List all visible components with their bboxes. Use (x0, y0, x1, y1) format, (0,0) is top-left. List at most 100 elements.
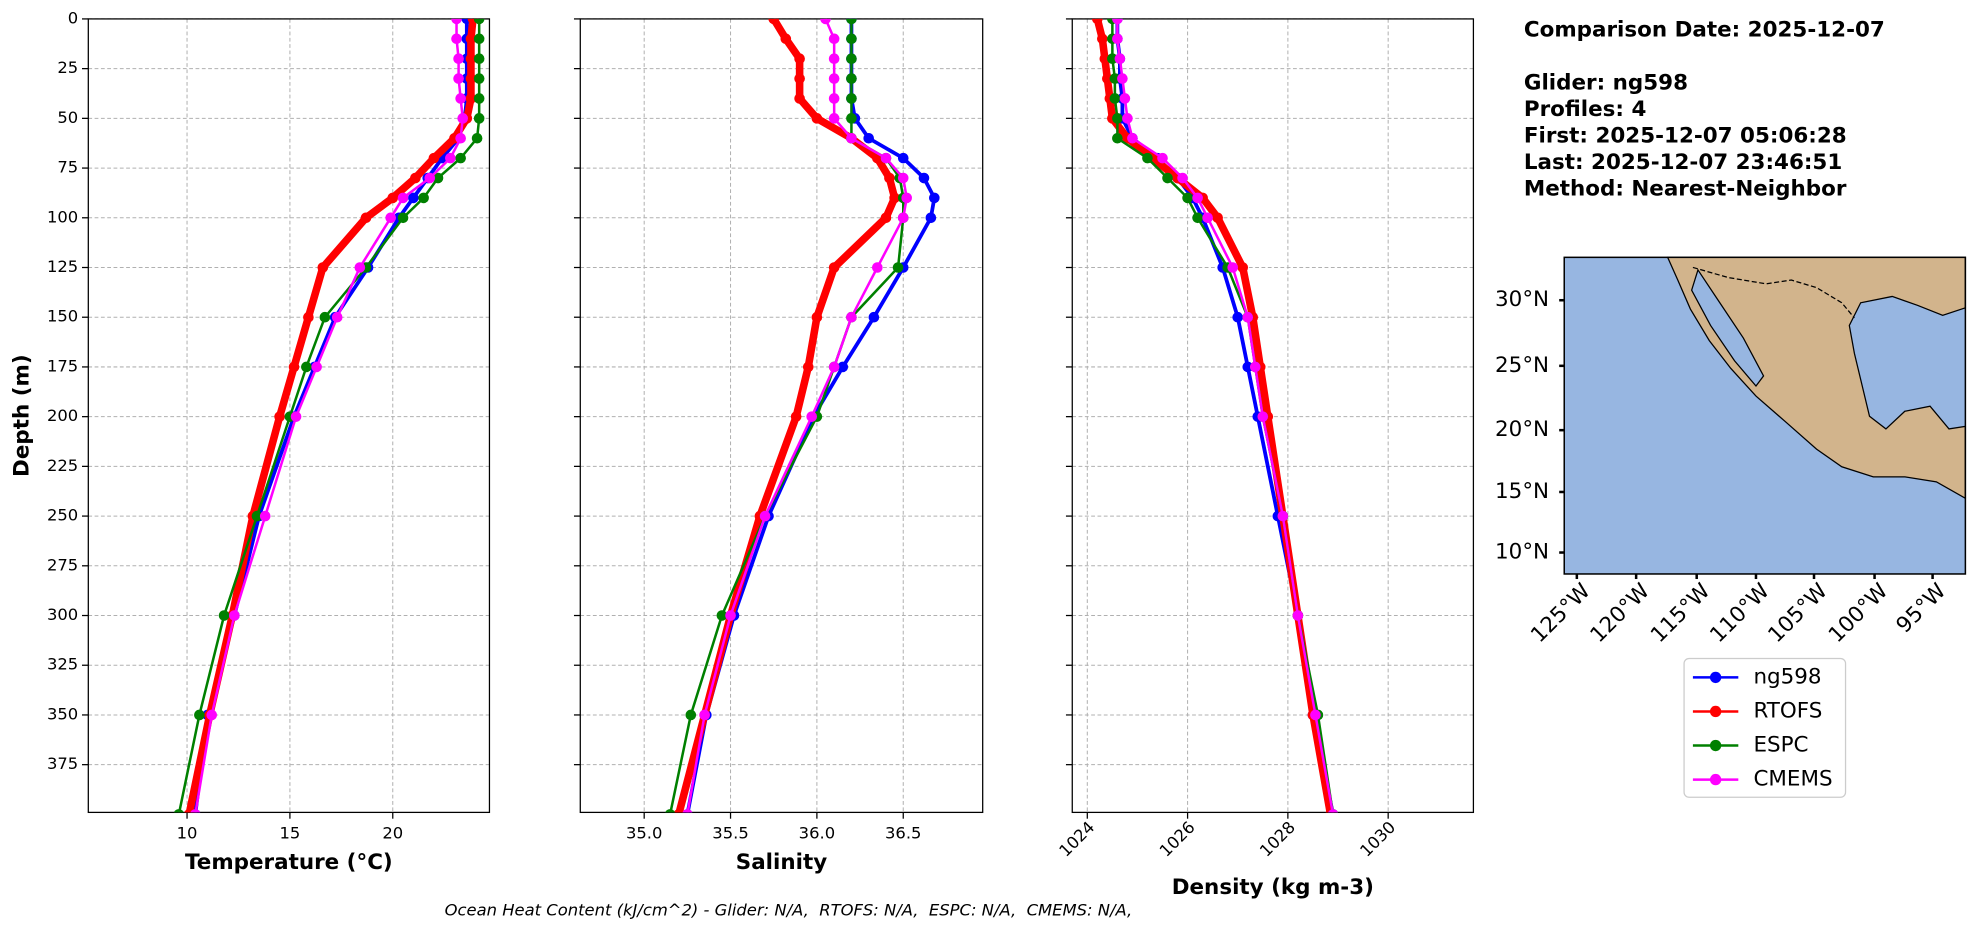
info-line: Comparison Date: 2025-12-07 (1524, 18, 1885, 43)
legend-label: ng598 (1753, 664, 1821, 689)
profile-point (901, 192, 912, 204)
profile-point (790, 411, 802, 422)
info-line: Last: 2025-12-07 23:46:51 (1524, 150, 1842, 175)
info-line: Profiles: 4 (1524, 97, 1647, 122)
profile-point (846, 132, 857, 144)
map-lat-label: 30°N (1495, 287, 1549, 312)
profile-point (1249, 361, 1261, 373)
profile-point (897, 212, 909, 224)
profile-point (432, 172, 444, 184)
profile-point (1237, 262, 1249, 273)
x-tick-label: 36.5 (885, 823, 921, 842)
profile-point (872, 262, 883, 273)
x-tick-label: 1028 (1256, 818, 1299, 861)
profile-point (806, 411, 818, 422)
profile-point (929, 192, 940, 204)
x-axis-label: Salinity (736, 850, 827, 875)
map-lat-label: 20°N (1495, 417, 1549, 442)
profile-point (820, 18, 831, 25)
profile-point (673, 809, 684, 813)
profile-point (290, 411, 302, 422)
y-tick-label: 175 (47, 356, 78, 375)
profile-point (455, 152, 466, 164)
map-lat-label: 10°N (1495, 540, 1549, 565)
profile-point (1112, 18, 1123, 25)
profile-point (725, 610, 736, 621)
profile-point (397, 212, 409, 224)
y-tick-label: 300 (47, 605, 78, 624)
plot-frame (579, 18, 984, 814)
profile-point (418, 192, 429, 204)
profile-point (455, 93, 466, 104)
map-lon-label: 110°W (1705, 579, 1774, 648)
profile-point (846, 53, 857, 64)
y-tick-label: 25 (57, 58, 78, 77)
y-tick-label: 150 (47, 307, 78, 326)
profile-point (685, 709, 697, 721)
profile-point (828, 262, 840, 273)
profile-point (828, 33, 840, 45)
map-lon-label: 100°W (1824, 579, 1893, 648)
map-lon-label: 120°W (1586, 579, 1655, 648)
profile-point (445, 152, 456, 164)
y-tick-label: 75 (57, 158, 78, 177)
profile-point (1092, 18, 1103, 25)
profile-point (1109, 73, 1121, 84)
x-tick-label: 1026 (1156, 818, 1199, 861)
x-axis-label: Density (kg m-3) (1172, 875, 1374, 900)
profile-point (1102, 73, 1113, 84)
profile-point (473, 53, 485, 64)
profile-point (451, 18, 462, 25)
profile-point (868, 311, 880, 323)
profile-point (206, 709, 218, 721)
profile-point (387, 192, 399, 204)
x-tick-label: 35.5 (712, 823, 748, 842)
profile-point (884, 172, 895, 184)
profile-point (811, 113, 823, 124)
profile-point (465, 93, 477, 104)
profile-point (1277, 510, 1289, 522)
profile-point (173, 809, 184, 813)
profile-point (828, 93, 840, 104)
profile-point (863, 132, 875, 144)
profile-point (465, 73, 477, 84)
profile-point (925, 212, 937, 224)
profile-point (1242, 361, 1254, 373)
profile-point (1122, 113, 1133, 124)
profile-point (846, 18, 857, 25)
y-tick-label: 250 (47, 506, 78, 525)
profile-point (1192, 212, 1203, 224)
profile-point (1112, 132, 1123, 144)
profile-point (473, 73, 485, 84)
map-lat-label: 15°N (1495, 479, 1549, 504)
profile-point (1114, 53, 1126, 64)
profile-point (1257, 411, 1269, 422)
profile-point (699, 709, 710, 721)
profile-point (288, 361, 300, 373)
y-tick-label: 325 (47, 655, 78, 674)
profile-point (1107, 53, 1118, 64)
footer: Ocean Heat Content (kJ/cm^2) - Glider: N… (445, 900, 1133, 919)
map-lat-label: 25°N (1495, 353, 1549, 378)
profile-point (1097, 33, 1108, 45)
profile-point (716, 610, 728, 621)
profile-point (1099, 53, 1111, 64)
legend-marker (1709, 773, 1722, 786)
info-line: Glider: ng598 (1524, 71, 1688, 96)
profile-point (897, 172, 909, 184)
profile-point (1157, 152, 1168, 164)
x-axis-label: Temperature (°C) (185, 850, 393, 875)
profile-point (1192, 192, 1203, 204)
profile-point (259, 510, 271, 522)
profile-point (828, 361, 840, 373)
profile-point (473, 18, 485, 25)
profile-point (1212, 212, 1223, 224)
profile-point (1112, 33, 1123, 45)
profile-point (880, 152, 892, 164)
y-tick-label: 375 (47, 754, 78, 773)
profile-point (1242, 311, 1254, 323)
profile-point (274, 411, 285, 422)
map-lon-label: 105°W (1763, 579, 1832, 648)
profile-point (453, 53, 464, 64)
